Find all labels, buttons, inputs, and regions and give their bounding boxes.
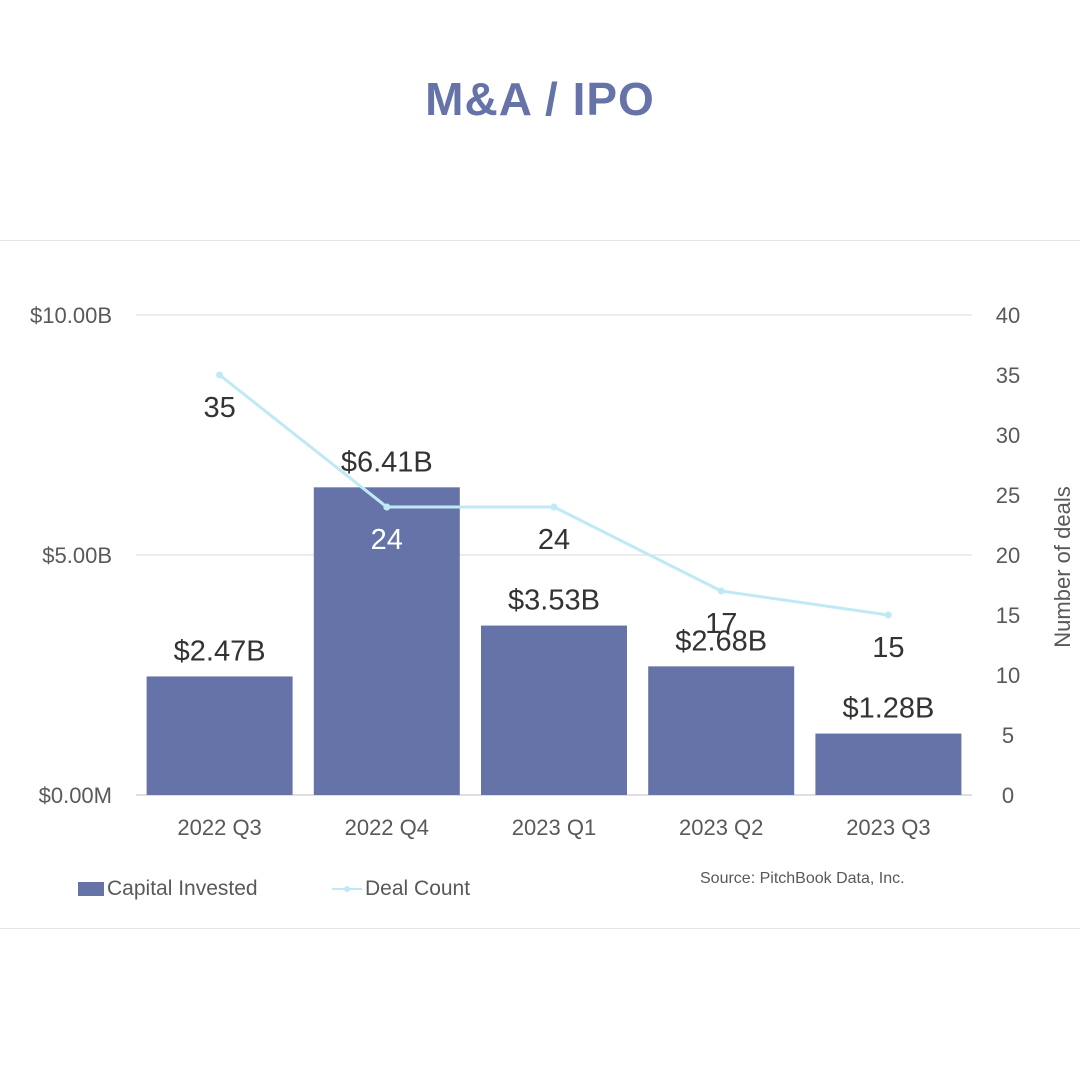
y-right-tick-label: 15 bbox=[996, 603, 1020, 628]
source-note: Source: PitchBook Data, Inc. bbox=[700, 870, 905, 887]
bar-data-label: $2.68B bbox=[675, 625, 767, 657]
y-right-tick-label: 5 bbox=[1002, 723, 1014, 748]
legend-line-swatch bbox=[332, 882, 362, 896]
top-divider bbox=[0, 240, 1080, 241]
bar bbox=[815, 733, 962, 795]
bar bbox=[146, 676, 293, 795]
y-right-tick-label: 35 bbox=[996, 363, 1020, 388]
legend-label-capital-invested: Capital Invested bbox=[107, 877, 258, 900]
data-labels: $2.47B $6.41B $3.53B $2.68B $1.28B 35 24 24 17 15 bbox=[174, 392, 935, 725]
line-data-label: 17 bbox=[705, 608, 737, 640]
deal-count-line bbox=[216, 371, 892, 619]
x-tick-label: 2023 Q2 bbox=[679, 815, 763, 840]
y-right-axis-title: Number of deals bbox=[1050, 486, 1075, 647]
y-left-tick-label: $10.00B bbox=[30, 303, 112, 328]
line-data-label: 24 bbox=[538, 524, 570, 556]
bar bbox=[481, 625, 627, 795]
y-right-tick-label: 0 bbox=[1002, 783, 1014, 808]
legend-bar-swatch bbox=[78, 882, 104, 896]
deal-count-point bbox=[216, 371, 224, 379]
bars bbox=[146, 487, 962, 795]
deal-count-point bbox=[717, 587, 725, 595]
legend-label-deal-count: Deal Count bbox=[365, 877, 471, 900]
bottom-divider bbox=[0, 928, 1080, 929]
bar-data-label: $1.28B bbox=[842, 693, 934, 725]
x-tick-label: 2023 Q3 bbox=[846, 815, 930, 840]
bar-data-label: $2.47B bbox=[174, 635, 266, 667]
line-data-label: 35 bbox=[203, 392, 235, 424]
bar-data-label: $6.41B bbox=[341, 446, 433, 478]
deal-count-point bbox=[383, 503, 391, 511]
legend-item-capital-invested: Capital Invested bbox=[78, 874, 258, 904]
line-data-label: 15 bbox=[872, 632, 904, 664]
bar-data-label: $3.53B bbox=[508, 585, 600, 617]
y-right-tick-label: 40 bbox=[996, 303, 1020, 328]
y-right-tick-label: 25 bbox=[996, 483, 1020, 508]
line-data-label: 24 bbox=[371, 524, 403, 556]
deal-count-point bbox=[884, 611, 892, 619]
x-tick-label: 2022 Q4 bbox=[345, 815, 429, 840]
y-right-tick-label: 20 bbox=[996, 543, 1020, 568]
y-left-tick-label: $5.00B bbox=[42, 543, 112, 568]
x-tick-label: 2023 Q1 bbox=[512, 815, 596, 840]
x-tick-label: 2022 Q3 bbox=[177, 815, 261, 840]
bar bbox=[313, 487, 460, 795]
legend-item-deal-count: Deal Count bbox=[332, 874, 470, 904]
deal-count-point bbox=[550, 503, 558, 511]
y-right-tick-label: 30 bbox=[996, 423, 1020, 448]
y-left-tick-label: $0.00M bbox=[39, 783, 112, 808]
axes: $0.00M $5.00B $10.00B 0 5 10 15 20 25 30 35 40 Numbe… bbox=[30, 303, 1075, 840]
y-right-tick-label: 10 bbox=[996, 663, 1020, 688]
bar bbox=[648, 666, 795, 795]
page-title: M&A / IPO bbox=[425, 73, 655, 125]
